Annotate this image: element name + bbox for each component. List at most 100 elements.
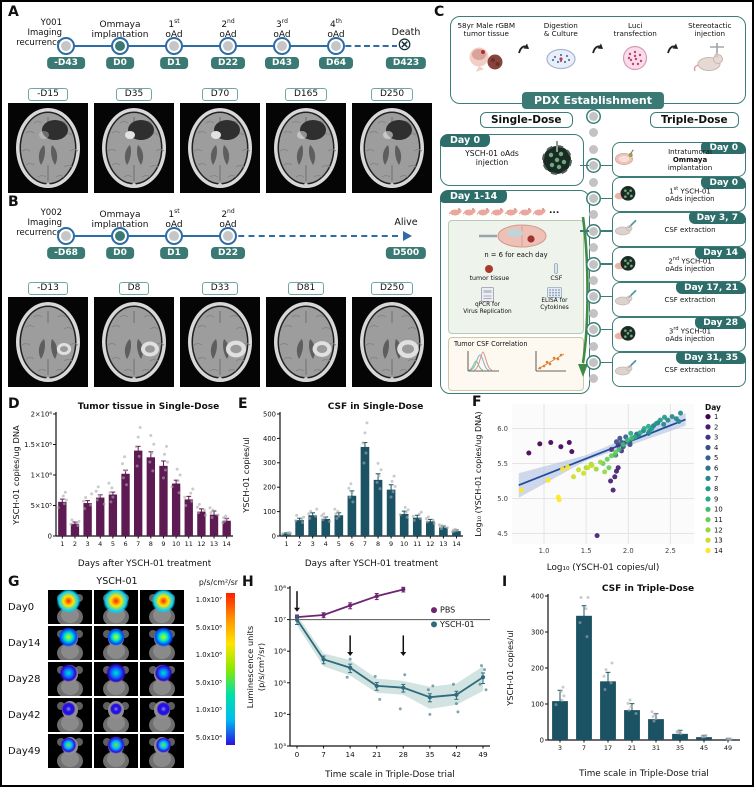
day-header: Day 28 <box>695 317 746 329</box>
syr-icon <box>614 357 638 381</box>
svg-text:5: 5 <box>111 540 115 548</box>
elisa-plate-icon <box>547 287 562 298</box>
svg-text:11: 11 <box>185 540 193 548</box>
mini-plots <box>449 349 583 375</box>
workflow-step: Luci transfection <box>604 21 667 77</box>
svg-text:9: 9 <box>389 540 393 548</box>
svg-text:10: 10 <box>714 506 723 514</box>
panel-a: A Y001 Imaging recurrence -D43 Ommaya impl… <box>8 4 432 194</box>
mouse-bioluminescence-image <box>94 626 138 660</box>
time-flow-arrow <box>575 215 591 383</box>
dot-connector <box>600 328 612 331</box>
mouse-bioluminescence-image <box>140 662 184 696</box>
mouse-bioluminescence-image <box>94 734 138 768</box>
bioluminescence-row: Day28 <box>8 662 184 696</box>
timeline-node <box>273 37 291 55</box>
day-chip: D22 <box>211 247 245 259</box>
mri-day-label: D35 <box>115 88 153 102</box>
box-body: CSF extraction <box>664 225 716 234</box>
svg-text:Luminescence units: Luminescence units <box>245 626 255 708</box>
brain-mri <box>8 297 88 388</box>
mri-image-cell: -D13 <box>8 282 88 388</box>
svg-text:14: 14 <box>452 540 460 548</box>
svg-text:YSCH-01 copies/ug DNA: YSCH-01 copies/ug DNA <box>11 425 21 526</box>
correlation-scatter-plot <box>532 349 568 375</box>
day-chip: D43 <box>265 57 299 69</box>
panel-i: I 0 100 200 300 400 3 7 17 21 31 35 45 49 CSF in Trip… <box>502 574 752 784</box>
dot-connector <box>600 197 612 199</box>
svg-text:YSCH-01: YSCH-01 <box>439 620 475 629</box>
svg-text:0: 0 <box>295 750 300 759</box>
bioluminescence-row: Day0 <box>8 590 184 624</box>
brain-mri <box>94 297 174 388</box>
mri-day-label: D33 <box>201 282 239 296</box>
terminal-label: Death <box>391 27 421 38</box>
day-dot <box>589 128 598 138</box>
panel-c: C 58yr Male rGBM tumor tissue Digestion & C… <box>434 4 752 398</box>
luci-icon <box>604 39 667 77</box>
svg-text:49: 49 <box>724 744 732 752</box>
svg-text:5.5: 5.5 <box>497 460 508 468</box>
mri-row-y002: -D13 D8 D33 D81 D250 <box>8 282 432 388</box>
mouse-bioluminescence-image <box>94 698 138 732</box>
patient-event-line1: Imaging <box>27 27 62 38</box>
svg-text:10⁸: 10⁸ <box>274 584 286 593</box>
day-header: Day 3, 7 <box>688 212 746 224</box>
svg-text:3: 3 <box>311 540 315 548</box>
syr-icon <box>614 287 638 311</box>
box-body: 3rd YSCH-01 oAds injection <box>665 325 715 344</box>
mouse-bioluminescence-image <box>94 662 138 696</box>
workflow-step-label: Digestion <box>543 21 578 30</box>
svg-text:1.5: 1.5 <box>581 547 592 555</box>
event-title: 1st oAd <box>165 207 183 230</box>
day-chip: D423 <box>385 57 427 69</box>
svg-text:1: 1 <box>284 540 288 548</box>
correlation-title: Tumor CSF Correlation <box>454 340 528 348</box>
patient-event-line2: recurrence <box>16 227 62 238</box>
pdx-workflow-box: 58yr Male rGBM tumor tissue Digestion & Cul… <box>450 16 746 104</box>
dish-icon <box>614 322 638 346</box>
triple-dose-box: Day 28 3rd YSCH-01 oAds injection <box>612 317 746 352</box>
svg-text:6: 6 <box>714 465 718 473</box>
svg-text:4.5: 4.5 <box>497 530 508 538</box>
luminescence-line-chart: 10³ 10⁴ 10⁵ 10⁶ 10⁷ 10⁸ 0 7 14 21 28 35 42 49 PBS YSCH-… <box>244 580 498 782</box>
dot-connector <box>580 230 589 232</box>
mouse-day-label: Day49 <box>8 745 41 757</box>
svg-text:7: 7 <box>714 475 718 483</box>
svg-text:2: 2 <box>298 540 302 548</box>
mouse-brain-illustration <box>477 223 555 249</box>
svg-text:6: 6 <box>350 540 354 548</box>
brain-mri <box>180 297 260 388</box>
qpcr-machine-icon <box>481 287 494 302</box>
svg-text:10⁶: 10⁶ <box>274 647 286 656</box>
n-per-day-label: n = 6 for each day <box>484 251 548 259</box>
mri-image-cell: D81 <box>266 282 346 388</box>
day-dot <box>589 358 598 367</box>
workflow-step: 58yr Male rGBM tumor tissue <box>455 21 518 77</box>
timeline-node <box>327 37 345 55</box>
triple-dose-box: Day 17, 21 CSF extraction <box>612 282 746 317</box>
svg-text:10: 10 <box>400 540 408 548</box>
svg-text:1.0: 1.0 <box>539 547 550 555</box>
workflow-step-label: Luci <box>628 21 643 30</box>
svg-text:14: 14 <box>345 750 355 759</box>
mri-image-cell: D8 <box>94 282 174 388</box>
workflow-step-label: 58yr Male rGBM <box>457 21 516 30</box>
pdx-establishment-banner: PDX Establishment <box>521 92 665 109</box>
flow-arrow-icon <box>592 38 604 58</box>
single-dose-day0-text: YSCH-01 oAds injection <box>449 149 535 168</box>
svg-text:6.0: 6.0 <box>497 425 508 433</box>
colorbar-tick-label: 1.0x10⁷ <box>195 596 222 604</box>
workflow-step-label: & Culture <box>543 29 578 39</box>
qpcr-label-line2: Virus Replication <box>463 308 512 315</box>
svg-text:400: 400 <box>531 592 544 600</box>
day-dot <box>589 177 598 187</box>
panel-i-label: I <box>502 574 508 590</box>
svg-text:14: 14 <box>223 540 231 548</box>
death-icon: ⊗ <box>397 34 413 55</box>
svg-text:YSCH-01 copies/ul: YSCH-01 copies/ul <box>241 437 251 514</box>
mri-image-cell: -D15 <box>8 88 88 194</box>
svg-text:13: 13 <box>439 540 447 548</box>
colorbar-tick-label: 5.0x10⁶ <box>195 623 222 632</box>
svg-text:10³: 10³ <box>274 742 286 751</box>
